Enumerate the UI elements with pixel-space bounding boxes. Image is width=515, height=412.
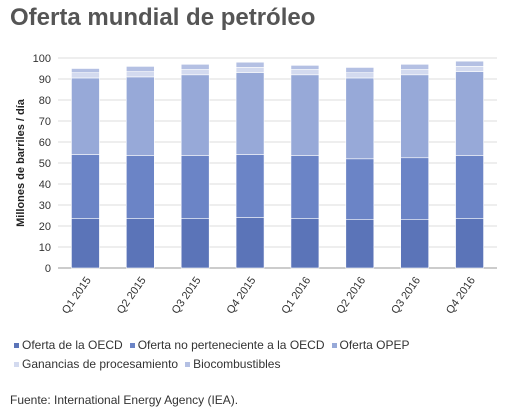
bar-segment — [400, 157, 429, 221]
y-tick-label: 0 — [45, 263, 51, 275]
bar-segment — [345, 219, 375, 269]
bar-segment — [71, 154, 100, 219]
legend-label: Oferta OPEP — [339, 338, 410, 352]
y-tick-label: 70 — [39, 116, 51, 128]
y-tick-label: 30 — [39, 200, 51, 212]
legend-swatch — [331, 343, 337, 349]
legend-item: Oferta no perteneciente a la OECD — [129, 336, 325, 355]
bar-segment — [345, 158, 375, 221]
y-tick-label: 60 — [39, 137, 51, 149]
legend-swatch — [14, 343, 19, 349]
y-tick-label: 10 — [39, 242, 51, 254]
bar-segment — [126, 71, 155, 78]
bar-segment — [345, 72, 375, 79]
x-tick-label: Q2 2016 — [334, 275, 368, 316]
bar-segment — [180, 64, 210, 70]
bar-segment — [290, 155, 320, 219]
bar-segment — [235, 154, 265, 218]
legend-item: Biocombustibles — [185, 355, 280, 374]
bar-segment — [71, 77, 100, 155]
y-tick-label: 20 — [39, 221, 51, 233]
y-tick-label: 80 — [39, 95, 51, 107]
x-tick-label: Q1 2015 — [60, 275, 94, 316]
bar-segment — [235, 67, 265, 73]
bar-segment — [455, 218, 484, 269]
x-tick-label: Q4 2015 — [224, 275, 258, 316]
source-note: Fuente: International Energy Agency (IEA… — [10, 393, 239, 407]
bar-segment — [180, 69, 210, 76]
x-tick-label: Q3 2015 — [170, 275, 204, 316]
gridlines — [58, 57, 497, 269]
y-tick-label: 40 — [39, 179, 51, 191]
bars-group — [71, 60, 484, 269]
legend-swatch — [185, 362, 191, 368]
legend: Oferta de la OECD Oferta no perteneciente… — [14, 336, 504, 374]
bar-segment — [126, 76, 155, 156]
y-axis: 0 10 20 30 40 50 60 70 80 90 100 — [33, 53, 51, 275]
y-tick-label: 90 — [39, 74, 51, 86]
bar-segment — [71, 218, 100, 269]
bar-segment — [400, 64, 429, 70]
y-tick-label: 50 — [39, 158, 51, 170]
bar-segment — [455, 66, 484, 72]
bar-segment — [455, 155, 484, 219]
chart-title: Oferta mundial de petróleo — [10, 4, 316, 31]
legend-swatch — [129, 343, 135, 349]
x-tick-label: Q2 2015 — [115, 275, 149, 316]
stacked-bar-chart: 0 10 20 30 40 50 60 70 80 90 100 Q1 2015 Q2 2015 Q3 … — [15, 53, 497, 316]
legend-swatch — [14, 362, 19, 368]
bar-segment — [180, 155, 210, 219]
bar-segment — [455, 60, 484, 67]
y-tick-label: 100 — [33, 53, 51, 65]
bar-segment — [345, 67, 375, 73]
bar-segment — [126, 155, 155, 219]
bar-segment — [290, 65, 320, 70]
legend-item: Oferta OPEP — [331, 336, 410, 355]
bar-segment — [290, 74, 320, 156]
x-axis: Q1 2015 Q2 2015 Q3 2015 Q4 2015 Q1 2016 Q2 20… — [60, 275, 478, 316]
bar-segment — [71, 72, 100, 79]
bar-segment — [345, 77, 375, 160]
bar-segment — [290, 69, 320, 76]
bar-segment — [400, 219, 429, 269]
legend-item: Oferta de la OECD — [14, 336, 123, 355]
bar-segment — [400, 69, 429, 76]
bar-segment — [455, 71, 484, 156]
x-tick-label: Q4 2016 — [444, 275, 478, 316]
bar-segment — [180, 218, 210, 269]
legend-label: Ganancias de procesamiento — [22, 357, 179, 371]
x-tick-label: Q1 2016 — [279, 275, 313, 316]
y-axis-label: Millones de barriles / día — [15, 98, 27, 227]
bar-segment — [400, 74, 429, 159]
bar-segment — [180, 74, 210, 156]
bar-segment — [290, 218, 320, 269]
legend-label: Oferta de la OECD — [22, 338, 123, 352]
legend-label: Oferta no perteneciente a la OECD — [137, 338, 325, 352]
legend-item: Ganancias de procesamiento — [14, 355, 178, 374]
legend-label: Biocombustibles — [193, 357, 281, 371]
bar-segment — [126, 218, 155, 269]
bar-segment — [235, 217, 265, 269]
x-tick-label: Q3 2016 — [389, 275, 423, 316]
bar-segment — [235, 61, 265, 68]
bar-segment — [71, 68, 100, 73]
bar-segment — [235, 72, 265, 155]
bar-segment — [126, 66, 155, 72]
